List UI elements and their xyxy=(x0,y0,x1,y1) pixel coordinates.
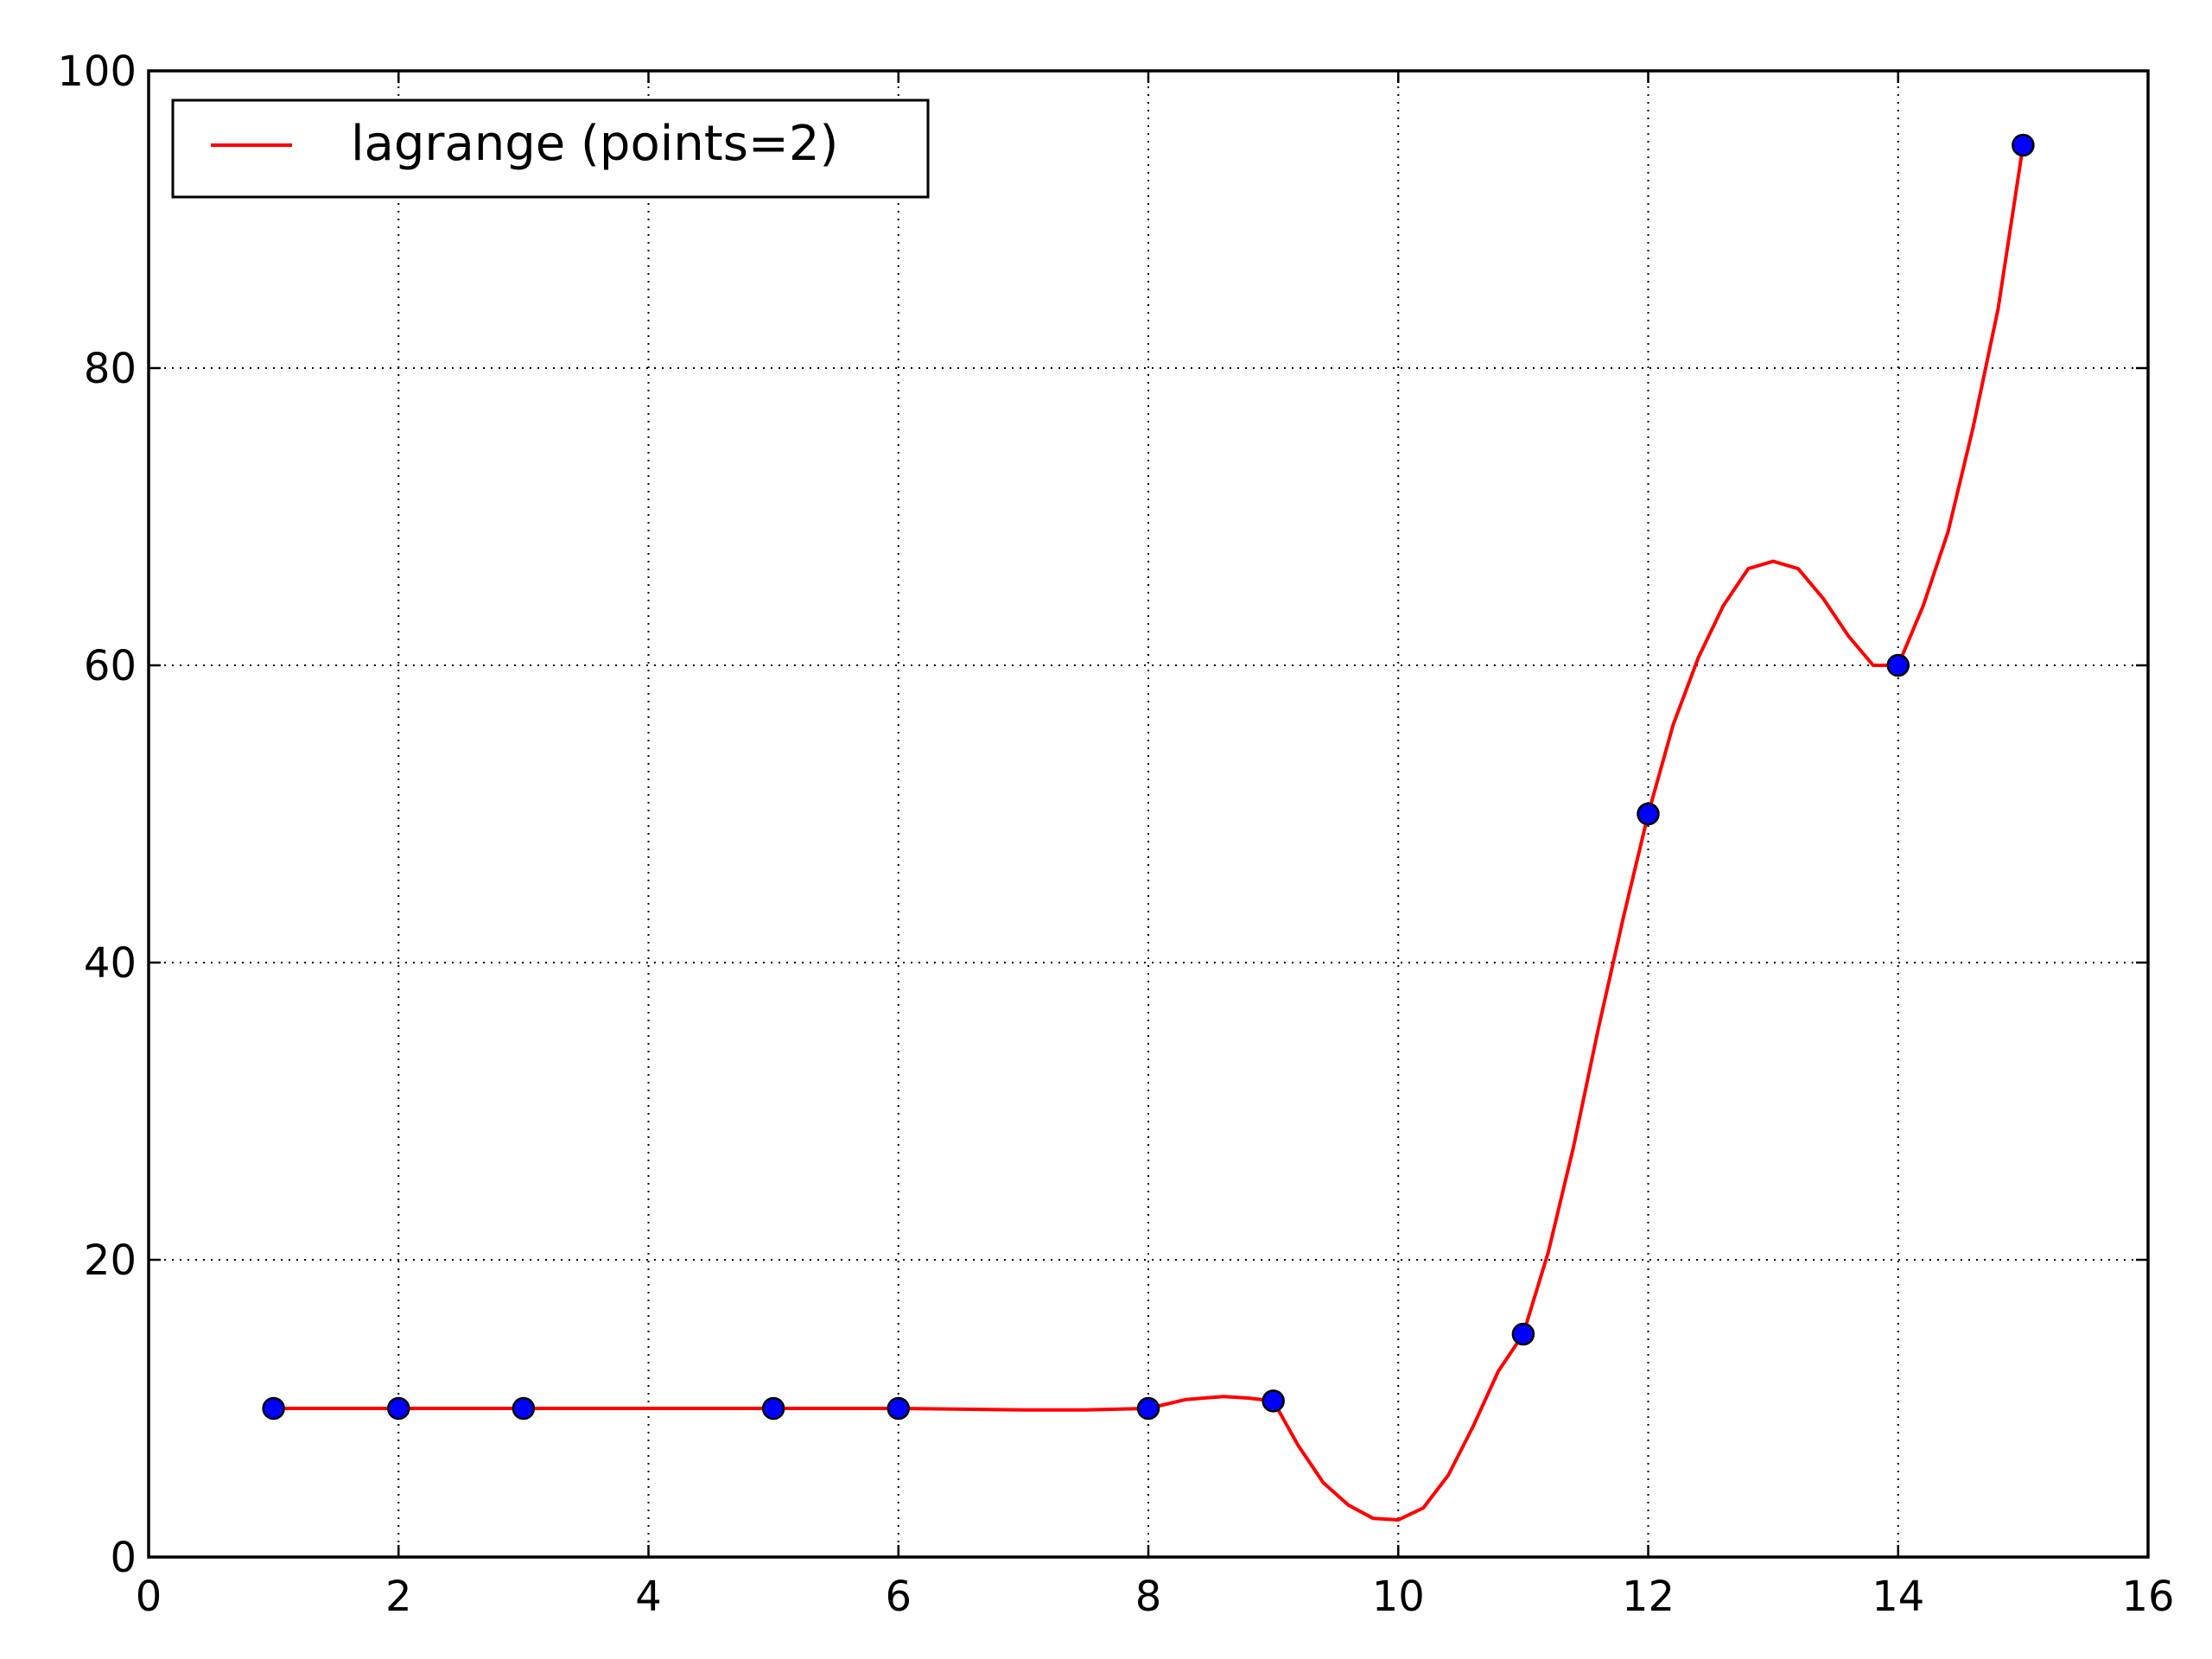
data-point-marker xyxy=(1511,1322,1535,1346)
x-tick-label: 2 xyxy=(385,1573,412,1621)
data-point-marker xyxy=(1637,802,1660,826)
x-tick-label: 6 xyxy=(885,1573,912,1621)
y-tick-label: 60 xyxy=(84,642,137,690)
legend-box xyxy=(171,99,930,199)
data-point-marker xyxy=(887,1396,910,1421)
series-lines xyxy=(273,144,2025,1522)
y-tick-label: 80 xyxy=(84,345,137,393)
series-line-lagrange xyxy=(273,144,2025,1522)
y-tick-label: 40 xyxy=(84,939,137,988)
x-tick-label: 8 xyxy=(1135,1573,1162,1621)
data-point-marker xyxy=(1262,1389,1285,1413)
x-tick-label: 4 xyxy=(635,1573,662,1621)
x-tick-label: 12 xyxy=(1622,1573,1675,1621)
x-tick-label: 10 xyxy=(1372,1573,1425,1621)
x-tick-label: 16 xyxy=(2121,1573,2174,1621)
data-point-marker xyxy=(1136,1396,1160,1421)
data-point-marker xyxy=(1886,653,1910,677)
x-tick-label: 14 xyxy=(1872,1573,1924,1621)
legend: lagrange (points=2) xyxy=(171,99,930,199)
data-point-marker xyxy=(2012,133,2035,157)
x-tick-label: 0 xyxy=(136,1573,162,1621)
data-point-marker xyxy=(761,1396,785,1421)
y-tick-label: 100 xyxy=(57,48,137,96)
series-markers xyxy=(262,133,2035,1421)
ticks: 0 2 4 6 8 10 12 14 16 0 20 40 60 80 100 xyxy=(57,48,2174,1621)
data-point-marker xyxy=(387,1396,410,1421)
y-tick-label: 20 xyxy=(84,1236,137,1285)
legend-label: lagrange (points=2) xyxy=(351,116,838,172)
y-tick-label: 0 xyxy=(110,1534,137,1582)
data-point-marker xyxy=(262,1396,285,1421)
data-point-marker xyxy=(512,1396,536,1421)
